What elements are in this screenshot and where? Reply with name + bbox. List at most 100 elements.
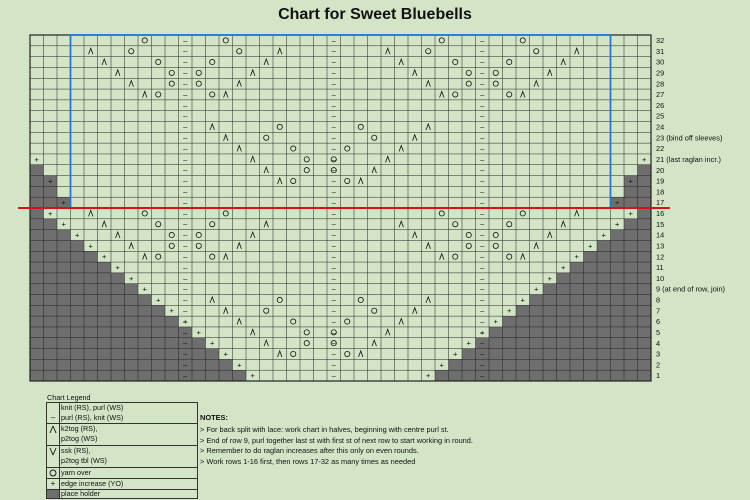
- edge-increase-mark: +: [143, 285, 148, 294]
- decrease-mark: [412, 306, 418, 314]
- purl-stitch-mark: –: [332, 306, 337, 315]
- purl-stitch-mark: –: [332, 47, 337, 56]
- decrease-mark: [223, 133, 229, 141]
- yarn-over-mark: [438, 37, 445, 44]
- row-label: 17: [656, 198, 664, 207]
- yarn-over-mark: [344, 145, 351, 152]
- yarn-over-mark: [465, 232, 472, 239]
- purl-stitch-mark: –: [183, 68, 188, 77]
- purl-stitch-mark: –: [480, 79, 485, 88]
- yarn-over-mark: [168, 69, 175, 76]
- edge-increase-mark: +: [251, 371, 256, 380]
- decrease-mark: [547, 230, 553, 239]
- purl-stitch-mark: –: [183, 133, 188, 142]
- row-label: 1: [656, 371, 660, 380]
- row-label: 15: [656, 220, 664, 229]
- note-line: > Work rows 1-16 first, then rows 17-32 …: [200, 456, 416, 466]
- yarn-over-mark: [236, 48, 243, 55]
- decrease-mark: [263, 165, 269, 174]
- purl-stitch-mark: –: [480, 176, 485, 185]
- row-label: 28: [656, 79, 664, 88]
- purl-stitch-mark: –: [480, 317, 485, 326]
- row-label: 21 (last raglan incr.): [656, 155, 721, 164]
- decrease-mark: [223, 90, 229, 98]
- purl-stitch-mark: –: [332, 144, 337, 153]
- row-label: 9 (at end of row, join): [656, 285, 725, 294]
- edge-increase-mark: +: [521, 295, 526, 304]
- edge-increase-mark: +: [116, 263, 121, 272]
- purl-stitch-mark: –: [183, 122, 188, 131]
- legend-item-edge-increase: + edge increase (YO): [46, 479, 198, 490]
- yarn-over-mark: [425, 48, 432, 55]
- purl-symbol-icon: –: [47, 413, 60, 423]
- yarn-over-mark: [209, 59, 216, 66]
- edge-increase-mark: +: [156, 295, 161, 304]
- row-label: 10: [656, 274, 664, 283]
- row-label: 12: [656, 252, 664, 261]
- edge-increase-mark: +: [48, 209, 53, 218]
- decrease-mark: [574, 209, 580, 217]
- placeholder-cells: [502, 316, 651, 327]
- edge-increase-mark: +: [494, 317, 499, 326]
- purl-stitch-mark: –: [332, 263, 337, 272]
- edge-increase-mark: +: [615, 198, 620, 207]
- decrease-mark: [236, 317, 242, 325]
- edge-increase-mark: +: [629, 176, 634, 185]
- yarn-over-mark: [330, 167, 337, 174]
- decrease-mark: [520, 90, 526, 98]
- decrease-mark: [371, 338, 377, 347]
- yarn-over-mark: [222, 210, 229, 217]
- yarn-over-mark: [452, 59, 459, 66]
- decrease-mark: [250, 230, 256, 239]
- yarn-over-mark: [506, 253, 513, 260]
- decrease-mark: [425, 295, 431, 304]
- purl-stitch-mark: –: [480, 360, 485, 369]
- purl-stitch-mark: –: [183, 176, 188, 185]
- decrease-mark: [547, 68, 553, 76]
- purl-stitch-mark: –: [332, 79, 337, 88]
- yarn-over-mark: [452, 221, 459, 228]
- edge-increase-mark: +: [440, 360, 445, 369]
- purl-stitch-mark: –: [183, 155, 188, 164]
- row-label: 30: [656, 58, 664, 67]
- yarn-over-mark: [492, 69, 499, 76]
- yarn-over-mark: [371, 134, 378, 141]
- purl-stitch-mark: –: [183, 58, 188, 67]
- legend-item-ssk: ssk (RS), p2tog tbl (WS): [46, 446, 198, 468]
- purl-stitch-mark: –: [332, 176, 337, 185]
- decrease-mark: [101, 220, 107, 228]
- yarn-over-mark: [344, 318, 351, 325]
- placeholder-cells: [610, 229, 651, 241]
- decrease-mark: [277, 176, 283, 185]
- purl-stitch-mark: –: [480, 349, 485, 358]
- yarn-over-mark: [155, 253, 162, 260]
- decrease-mark: [533, 79, 539, 87]
- edge-increase-mark: +: [629, 209, 634, 218]
- decrease-mark: [101, 57, 107, 66]
- purl-stitch-mark: –: [332, 122, 337, 131]
- legend-item-place-holder: place holder: [46, 490, 198, 499]
- purl-stitch-mark: –: [183, 144, 188, 153]
- decrease-mark: [398, 144, 404, 152]
- purl-stitch-mark: –: [183, 79, 188, 88]
- chart-notes: NOTES: > For back split with lace: work …: [200, 413, 720, 467]
- decrease-mark: [223, 306, 229, 314]
- decrease-mark: [88, 47, 94, 55]
- edge-increase-mark: +: [197, 328, 202, 337]
- edge-increase-mark: +: [575, 252, 580, 261]
- yarn-over-mark: [492, 80, 499, 87]
- edge-increase-mark: +: [602, 231, 607, 240]
- row-label: 3: [656, 350, 660, 359]
- placeholder-cells: [30, 229, 71, 241]
- legend-item-k2tog: k2tog (RS), p2tog (WS): [46, 424, 198, 446]
- purl-stitch-mark: –: [332, 209, 337, 218]
- k2tog-symbol-icon: [47, 424, 60, 445]
- decrease-mark: [209, 122, 215, 131]
- purl-stitch-mark: –: [183, 349, 188, 358]
- decrease-mark: [277, 47, 283, 55]
- yarn-over-mark: [303, 167, 310, 174]
- edge-increase-mark: +: [170, 306, 175, 315]
- yarn-over-mark: [492, 232, 499, 239]
- row-label: 7: [656, 306, 660, 315]
- purl-stitch-mark: –: [183, 328, 188, 337]
